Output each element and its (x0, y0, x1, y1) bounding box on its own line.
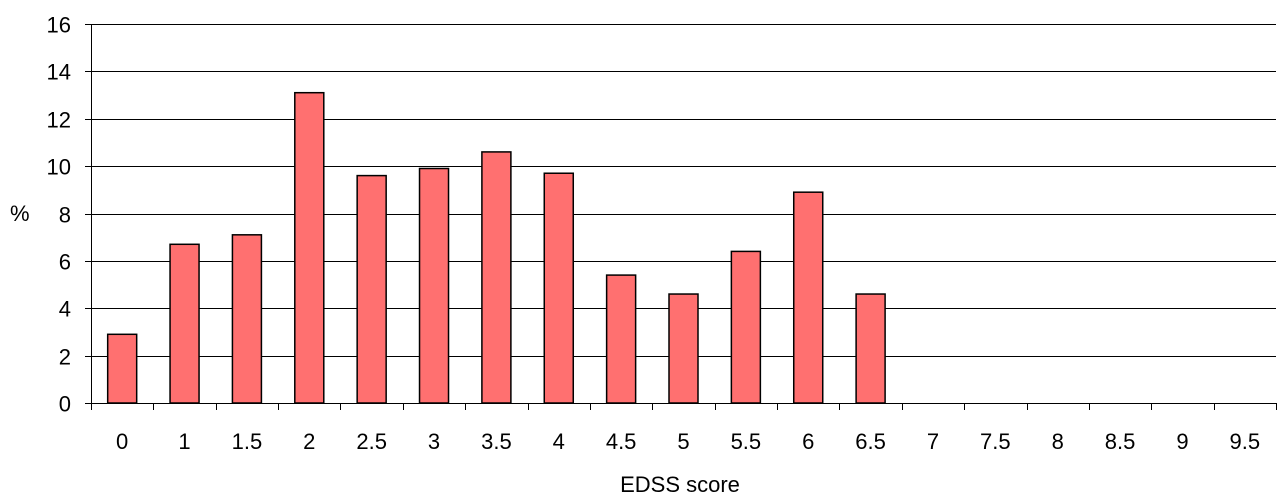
x-tick-label: 8 (1052, 429, 1064, 454)
x-tick-label: 7.5 (980, 429, 1011, 454)
y-tick-label: 4 (59, 297, 71, 322)
bar (418, 167, 450, 404)
y-tick-label: 12 (47, 108, 71, 133)
x-tick-label: 3.5 (481, 429, 512, 454)
x-tick-label: 0 (116, 429, 128, 454)
y-tick-label: 8 (59, 203, 71, 228)
x-tick-label: 7 (927, 429, 939, 454)
bar (169, 243, 200, 404)
y-tick-label: 0 (59, 392, 71, 417)
x-tick-label: 9 (1176, 429, 1188, 454)
bar (792, 191, 824, 404)
axes (85, 24, 1277, 410)
y-tick-labels: 0 2 4 6 8 10 12 14 16 (47, 13, 71, 417)
bar (668, 293, 699, 404)
bar (543, 172, 575, 404)
bar (605, 274, 637, 404)
bar (356, 174, 387, 404)
gridlines (91, 24, 1276, 357)
x-tick-labels: 0 1 1.5 2 2.5 3 3.5 4 4.5 5 5.5 6 6.5 7 7.5 8 8.5 9 9.5 (116, 429, 1260, 454)
bar (294, 91, 325, 404)
x-tick-label: 6.5 (855, 429, 886, 454)
y-tick-label: 16 (47, 13, 71, 38)
bar (231, 234, 263, 404)
bar (481, 151, 512, 404)
y-axis-label: % (10, 201, 30, 226)
y-tick-label: 6 (59, 250, 71, 275)
bars (106, 91, 886, 404)
x-tick-label: 1.5 (232, 429, 263, 454)
x-tick-label: 5.5 (731, 429, 762, 454)
y-tick-label: 10 (47, 155, 71, 180)
x-tick-label: 4 (553, 429, 565, 454)
bar (730, 250, 762, 404)
x-tick-label: 6 (802, 429, 814, 454)
x-axis-label: EDSS score (620, 472, 740, 497)
x-tick-label: 8.5 (1105, 429, 1136, 454)
y-tick-label: 14 (47, 60, 71, 85)
bar (855, 293, 886, 404)
x-tick-label: 5 (677, 429, 689, 454)
x-tick-label: 2.5 (356, 429, 387, 454)
x-tick-label: 1 (178, 429, 190, 454)
x-tick-label: 4.5 (606, 429, 637, 454)
bar (106, 333, 138, 404)
x-tick-label: 2 (303, 429, 315, 454)
y-tick-label: 2 (59, 345, 71, 370)
x-tick-label: 9.5 (1230, 429, 1261, 454)
x-tick-label: 3 (428, 429, 440, 454)
